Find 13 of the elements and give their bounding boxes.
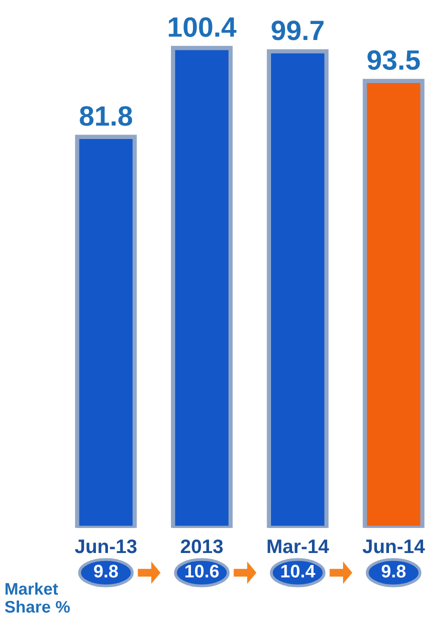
data-label: 99.7 xyxy=(272,20,324,40)
data-label: 93.5 xyxy=(368,50,420,70)
data-label: 81.8 xyxy=(80,106,132,126)
data-label: 100.4 xyxy=(168,17,236,37)
text: Market Share % xyxy=(4,582,70,613)
text: 10.6 xyxy=(185,564,219,578)
text: 9.8 xyxy=(94,564,118,578)
text: 10.4 xyxy=(281,564,316,578)
text: 9.8 xyxy=(382,564,406,578)
x-tick-label: 2013 xyxy=(180,539,223,554)
x-tick-label: Mar-14 xyxy=(268,540,329,554)
x-tick-label: Jun-14 xyxy=(362,540,425,554)
x-tick-label: Jun-13 xyxy=(74,539,137,554)
